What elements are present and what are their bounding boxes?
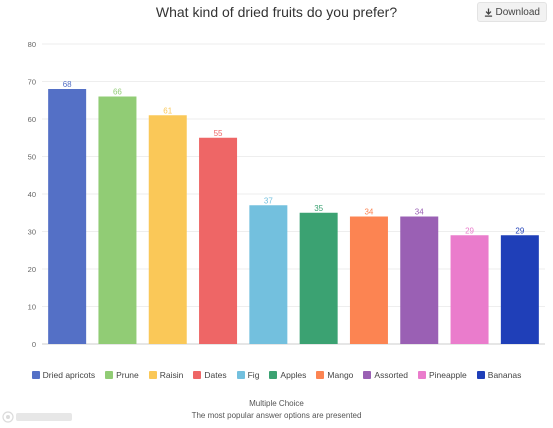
legend-label: Dried apricots xyxy=(42,370,96,380)
legend-swatch xyxy=(316,371,325,379)
data-labels: 68 66 61 55 37 35 34 34 29 29 xyxy=(63,80,525,235)
legend-label: Mango xyxy=(327,370,354,380)
legend-item[interactable]: Dried apricots xyxy=(31,370,96,380)
bar-dates[interactable] xyxy=(199,137,238,344)
legend-swatch xyxy=(193,371,202,379)
bar-prune[interactable] xyxy=(98,96,137,345)
bar-bananas[interactable] xyxy=(500,235,539,344)
legend-item[interactable]: Fig xyxy=(236,370,260,380)
legend: Dried apricots Prune Raisin Dates Fig Apples M… xyxy=(0,370,553,380)
legend-label: Raisin xyxy=(159,370,184,380)
legend-item[interactable]: Apples xyxy=(269,370,306,380)
y-tick-label: 70 xyxy=(28,78,36,87)
legend-label: Fig xyxy=(247,370,260,380)
legend-swatch xyxy=(363,371,372,379)
legend-swatch xyxy=(417,371,426,379)
y-tick-label: 60 xyxy=(28,115,36,124)
y-tick-label: 20 xyxy=(28,265,36,274)
watermark-logo xyxy=(2,411,72,423)
y-tick-label: 50 xyxy=(28,153,36,162)
chart-title: What kind of dried fruits do you prefer? xyxy=(155,4,398,20)
legend-label: Bananas xyxy=(487,370,522,380)
bar-fig[interactable] xyxy=(249,205,288,344)
legend-item[interactable]: Bananas xyxy=(476,370,522,380)
data-label: 35 xyxy=(314,204,323,213)
question-type: Multiple Choice xyxy=(249,399,304,408)
legend-item[interactable]: Prune xyxy=(105,370,139,380)
legend-swatch xyxy=(105,371,114,379)
download-icon xyxy=(484,7,492,17)
download-button[interactable]: Download xyxy=(476,2,547,22)
y-tick-label: 30 xyxy=(28,228,36,237)
y-tick-label: 10 xyxy=(28,303,36,312)
data-label: 29 xyxy=(515,226,524,235)
legend-swatch xyxy=(269,371,278,379)
legend-label: Prune xyxy=(116,370,139,380)
bars xyxy=(48,89,539,344)
legend-swatch xyxy=(148,371,157,379)
legend-item[interactable]: Dates xyxy=(193,370,227,380)
data-label: 29 xyxy=(465,226,474,235)
legend-item[interactable]: Assorted xyxy=(363,370,408,380)
legend-label: Apples xyxy=(280,370,307,380)
legend-label: Dates xyxy=(204,370,227,380)
legend-item[interactable]: Pineapple xyxy=(417,370,467,380)
data-label: 66 xyxy=(113,88,122,97)
bar-apples[interactable] xyxy=(299,212,338,344)
legend-item[interactable]: Mango xyxy=(316,370,353,380)
bar-dried-apricots[interactable] xyxy=(48,89,87,344)
y-tick-label: 80 xyxy=(28,40,36,49)
y-tick-label: 0 xyxy=(32,340,36,349)
legend-swatch xyxy=(476,371,485,379)
data-label: 61 xyxy=(163,106,172,115)
legend-item[interactable]: Raisin xyxy=(148,370,184,380)
bar-pineapple[interactable] xyxy=(450,235,489,344)
bar-chart: 0 10 20 30 40 50 60 70 80 68 66 61 55 37 35 34 34 29 29 xyxy=(28,40,545,349)
y-tick-label: 40 xyxy=(28,190,36,199)
data-label: 34 xyxy=(415,208,424,217)
legend-label: Assorted xyxy=(374,370,408,380)
bar-mango[interactable] xyxy=(349,216,388,345)
data-label: 37 xyxy=(264,196,273,205)
data-label: 34 xyxy=(364,208,373,217)
download-label: Download xyxy=(495,6,540,18)
footer-note: The most popular answer options are pres… xyxy=(191,411,362,420)
data-label: 68 xyxy=(63,80,72,89)
y-axis: 0 10 20 30 40 50 60 70 80 xyxy=(28,40,36,349)
bar-raisin[interactable] xyxy=(148,115,187,344)
bar-assorted[interactable] xyxy=(400,216,439,345)
legend-swatch xyxy=(31,371,40,379)
legend-swatch xyxy=(236,371,245,379)
data-label: 55 xyxy=(214,129,223,138)
legend-label: Pineapple xyxy=(428,370,467,380)
